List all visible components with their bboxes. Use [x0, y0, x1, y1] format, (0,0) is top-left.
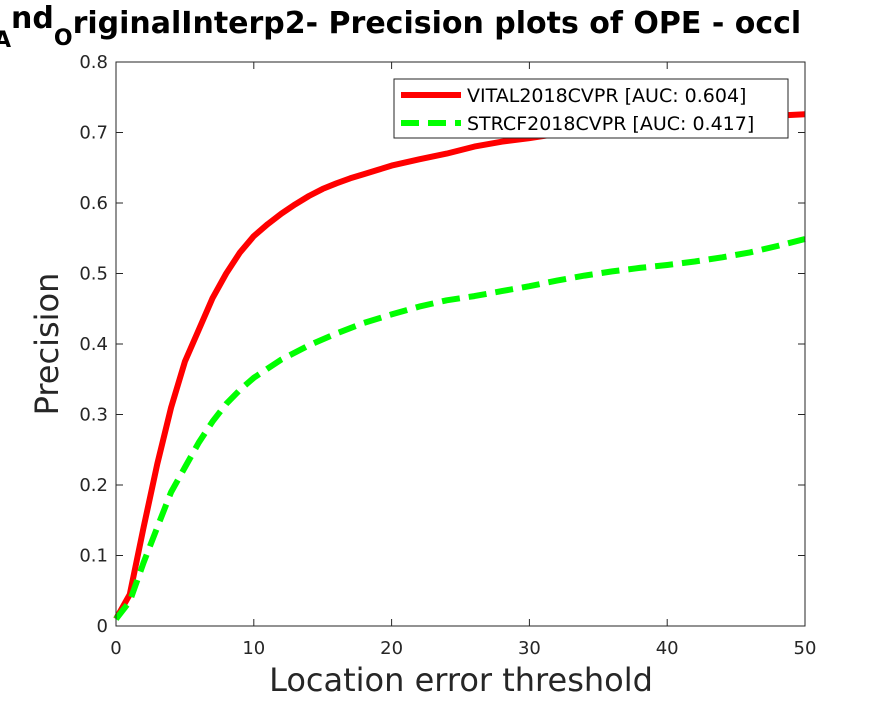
title-subscript-1: A — [0, 28, 11, 53]
x-axis-label: Location error threshold — [269, 661, 653, 699]
chart-title: AndOriginalInterp2- Precision plots of O… — [0, 1, 801, 53]
title-rest: riginalInterp2- Precision plots of OPE -… — [73, 6, 802, 41]
legend-box — [393, 78, 789, 139]
y-tick-label: 0.7 — [79, 123, 108, 144]
x-tick-label: 50 — [794, 638, 817, 659]
x-tick-label: 0 — [110, 638, 121, 659]
x-tick-label: 20 — [380, 638, 403, 659]
x-tick-label: 10 — [242, 638, 265, 659]
legend: VITAL2018CVPR [AUC: 0.604] STRCF2018CVPR… — [393, 78, 789, 139]
y-tick-label: 0.1 — [79, 546, 108, 567]
y-tick-label: 0.6 — [79, 193, 108, 214]
series-line-strcf — [113, 236, 806, 621]
x-tick-label: 30 — [518, 638, 541, 659]
title-subscript-2: O — [54, 26, 73, 51]
y-tick-label: 0.4 — [79, 334, 108, 355]
y-tick-label: 0.8 — [79, 52, 108, 73]
title-superscript: nd — [11, 1, 54, 36]
y-tick-label: 0.5 — [79, 264, 108, 285]
y-axis-label: Precision — [28, 273, 66, 416]
legend-label-vital: VITAL2018CVPR [AUC: 0.604] — [467, 85, 746, 107]
legend-label-strcf: STRCF2018CVPR [AUC: 0.417] — [467, 113, 754, 135]
plot-area — [116, 62, 805, 626]
x-tick-label: 40 — [656, 638, 679, 659]
axis-ticks: 0 10 20 30 40 50 0 0.1 0.2 0.3 0.4 0.5 0.6 0.7 0.8 — [79, 52, 816, 659]
y-tick-label: 0.2 — [79, 475, 108, 496]
y-tick-label: 0.3 — [79, 405, 108, 426]
y-tick-label: 0 — [97, 616, 108, 637]
